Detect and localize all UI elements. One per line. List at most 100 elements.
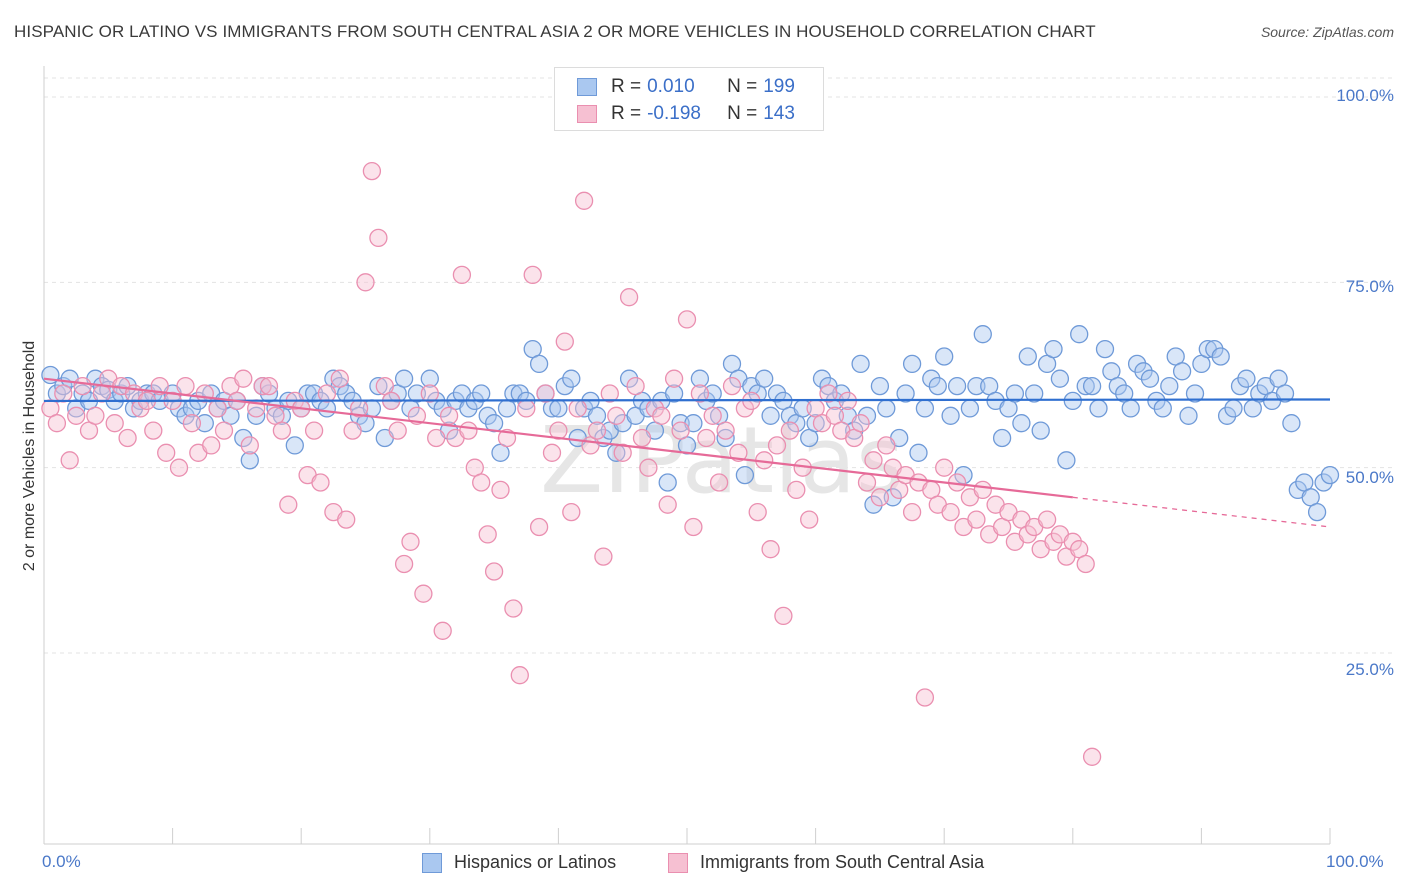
point-hispanics <box>767 384 787 403</box>
point-hispanics <box>954 465 973 485</box>
point-hispanics <box>992 428 1012 448</box>
point-hispanics <box>1050 369 1070 388</box>
point-hispanics <box>1275 384 1295 403</box>
point-hispanics <box>240 451 259 470</box>
y-tick-label-100: 100.0% <box>1336 86 1394 105</box>
legend-item-hispanics[interactable]: Hispanics or Latinos <box>422 852 616 873</box>
n-label: N = <box>727 103 758 124</box>
point-hispanics <box>1185 384 1205 403</box>
point-immigrants <box>613 443 632 462</box>
point-immigrants <box>330 369 349 388</box>
point-hispanics <box>967 376 986 396</box>
point-immigrants <box>369 228 388 248</box>
point-immigrants <box>253 376 272 396</box>
point-hispanics <box>1108 376 1127 396</box>
r-label: R = <box>611 76 642 97</box>
point-immigrants <box>452 265 472 285</box>
legend-label: Immigrants from South Central Asia <box>700 852 985 872</box>
stats-row-immigrants: R = -0.198 N = 143 <box>577 101 795 127</box>
point-hispanics <box>1140 369 1160 388</box>
chart-title: HISPANIC OR LATINO VS IMMIGRANTS FROM SO… <box>14 22 1096 41</box>
point-immigrants <box>362 161 382 181</box>
point-immigrants <box>1044 532 1063 551</box>
point-immigrants <box>671 421 690 440</box>
point-hispanics <box>394 369 414 388</box>
r-value: -0.198 <box>647 103 701 124</box>
point-immigrants <box>690 384 710 403</box>
point-hispanics <box>1089 399 1108 418</box>
point-immigrants <box>394 554 414 574</box>
point-immigrants <box>677 310 697 329</box>
point-immigrants <box>652 406 671 425</box>
point-immigrants <box>697 428 716 448</box>
point-immigrants <box>472 473 491 492</box>
point-hispanics <box>195 414 214 433</box>
point-immigrants <box>60 451 79 470</box>
point-immigrants <box>709 473 729 492</box>
point-hispanics <box>947 376 967 396</box>
point-hispanics <box>845 421 864 440</box>
point-immigrants <box>414 584 433 603</box>
point-immigrants <box>915 688 935 707</box>
x-tick-label-min: 0.0% <box>42 852 81 871</box>
point-immigrants <box>684 517 703 537</box>
point-immigrants <box>176 376 195 396</box>
point-hispanics <box>922 369 941 388</box>
point-hispanics <box>703 384 722 403</box>
point-immigrants <box>587 421 607 440</box>
point-hispanics <box>478 406 497 425</box>
point-immigrants <box>401 532 420 551</box>
point-immigrants <box>118 428 137 448</box>
point-immigrants <box>86 406 105 425</box>
point-hispanics <box>1076 376 1095 396</box>
point-hispanics <box>1314 473 1333 492</box>
point-immigrants <box>427 428 446 448</box>
point-hispanics <box>896 384 915 403</box>
trend-line-immigrants-extrapolated <box>1072 496 1331 528</box>
point-immigrants <box>317 384 337 403</box>
point-immigrants <box>542 443 562 462</box>
point-hispanics <box>1147 391 1166 411</box>
point-immigrants <box>491 480 510 500</box>
point-immigrants <box>1076 554 1095 574</box>
point-hispanics <box>1224 399 1243 418</box>
point-immigrants <box>935 458 954 477</box>
point-hispanics <box>619 369 639 388</box>
point-immigrants <box>504 599 523 618</box>
y-axis-label: 2 or more Vehicles in Household <box>21 340 38 572</box>
point-hispanics <box>1057 451 1076 470</box>
point-immigrants <box>1082 747 1102 766</box>
point-immigrants <box>664 369 684 388</box>
point-hispanics <box>1070 325 1089 344</box>
point-immigrants <box>767 436 787 455</box>
point-hispanics <box>1179 406 1198 425</box>
point-hispanics <box>909 443 928 462</box>
point-immigrants <box>562 502 581 522</box>
point-hispanics <box>973 325 992 344</box>
point-hispanics <box>529 354 549 374</box>
point-immigrants <box>214 421 234 440</box>
point-hispanics <box>1282 414 1301 433</box>
point-immigrants <box>510 666 529 685</box>
point-immigrants <box>967 510 986 529</box>
point-immigrants <box>632 428 652 448</box>
point-hispanics <box>1320 465 1340 485</box>
point-immigrants <box>54 384 73 403</box>
point-hispanics <box>1082 376 1102 396</box>
gridlines <box>44 77 1394 654</box>
point-immigrants <box>388 421 407 440</box>
point-immigrants <box>941 502 960 522</box>
point-immigrants <box>780 421 800 440</box>
point-immigrants <box>870 488 890 507</box>
point-hispanics <box>234 428 253 448</box>
point-immigrants <box>851 414 870 433</box>
point-immigrants <box>433 621 452 640</box>
point-hispanics <box>285 436 304 455</box>
point-immigrants <box>343 421 362 440</box>
point-hispanics <box>1237 369 1256 388</box>
legend-item-immigrants[interactable]: Immigrants from South Central Asia <box>668 852 984 873</box>
point-hispanics <box>1012 414 1031 433</box>
point-hispanics <box>864 495 883 514</box>
point-immigrants <box>600 384 619 403</box>
